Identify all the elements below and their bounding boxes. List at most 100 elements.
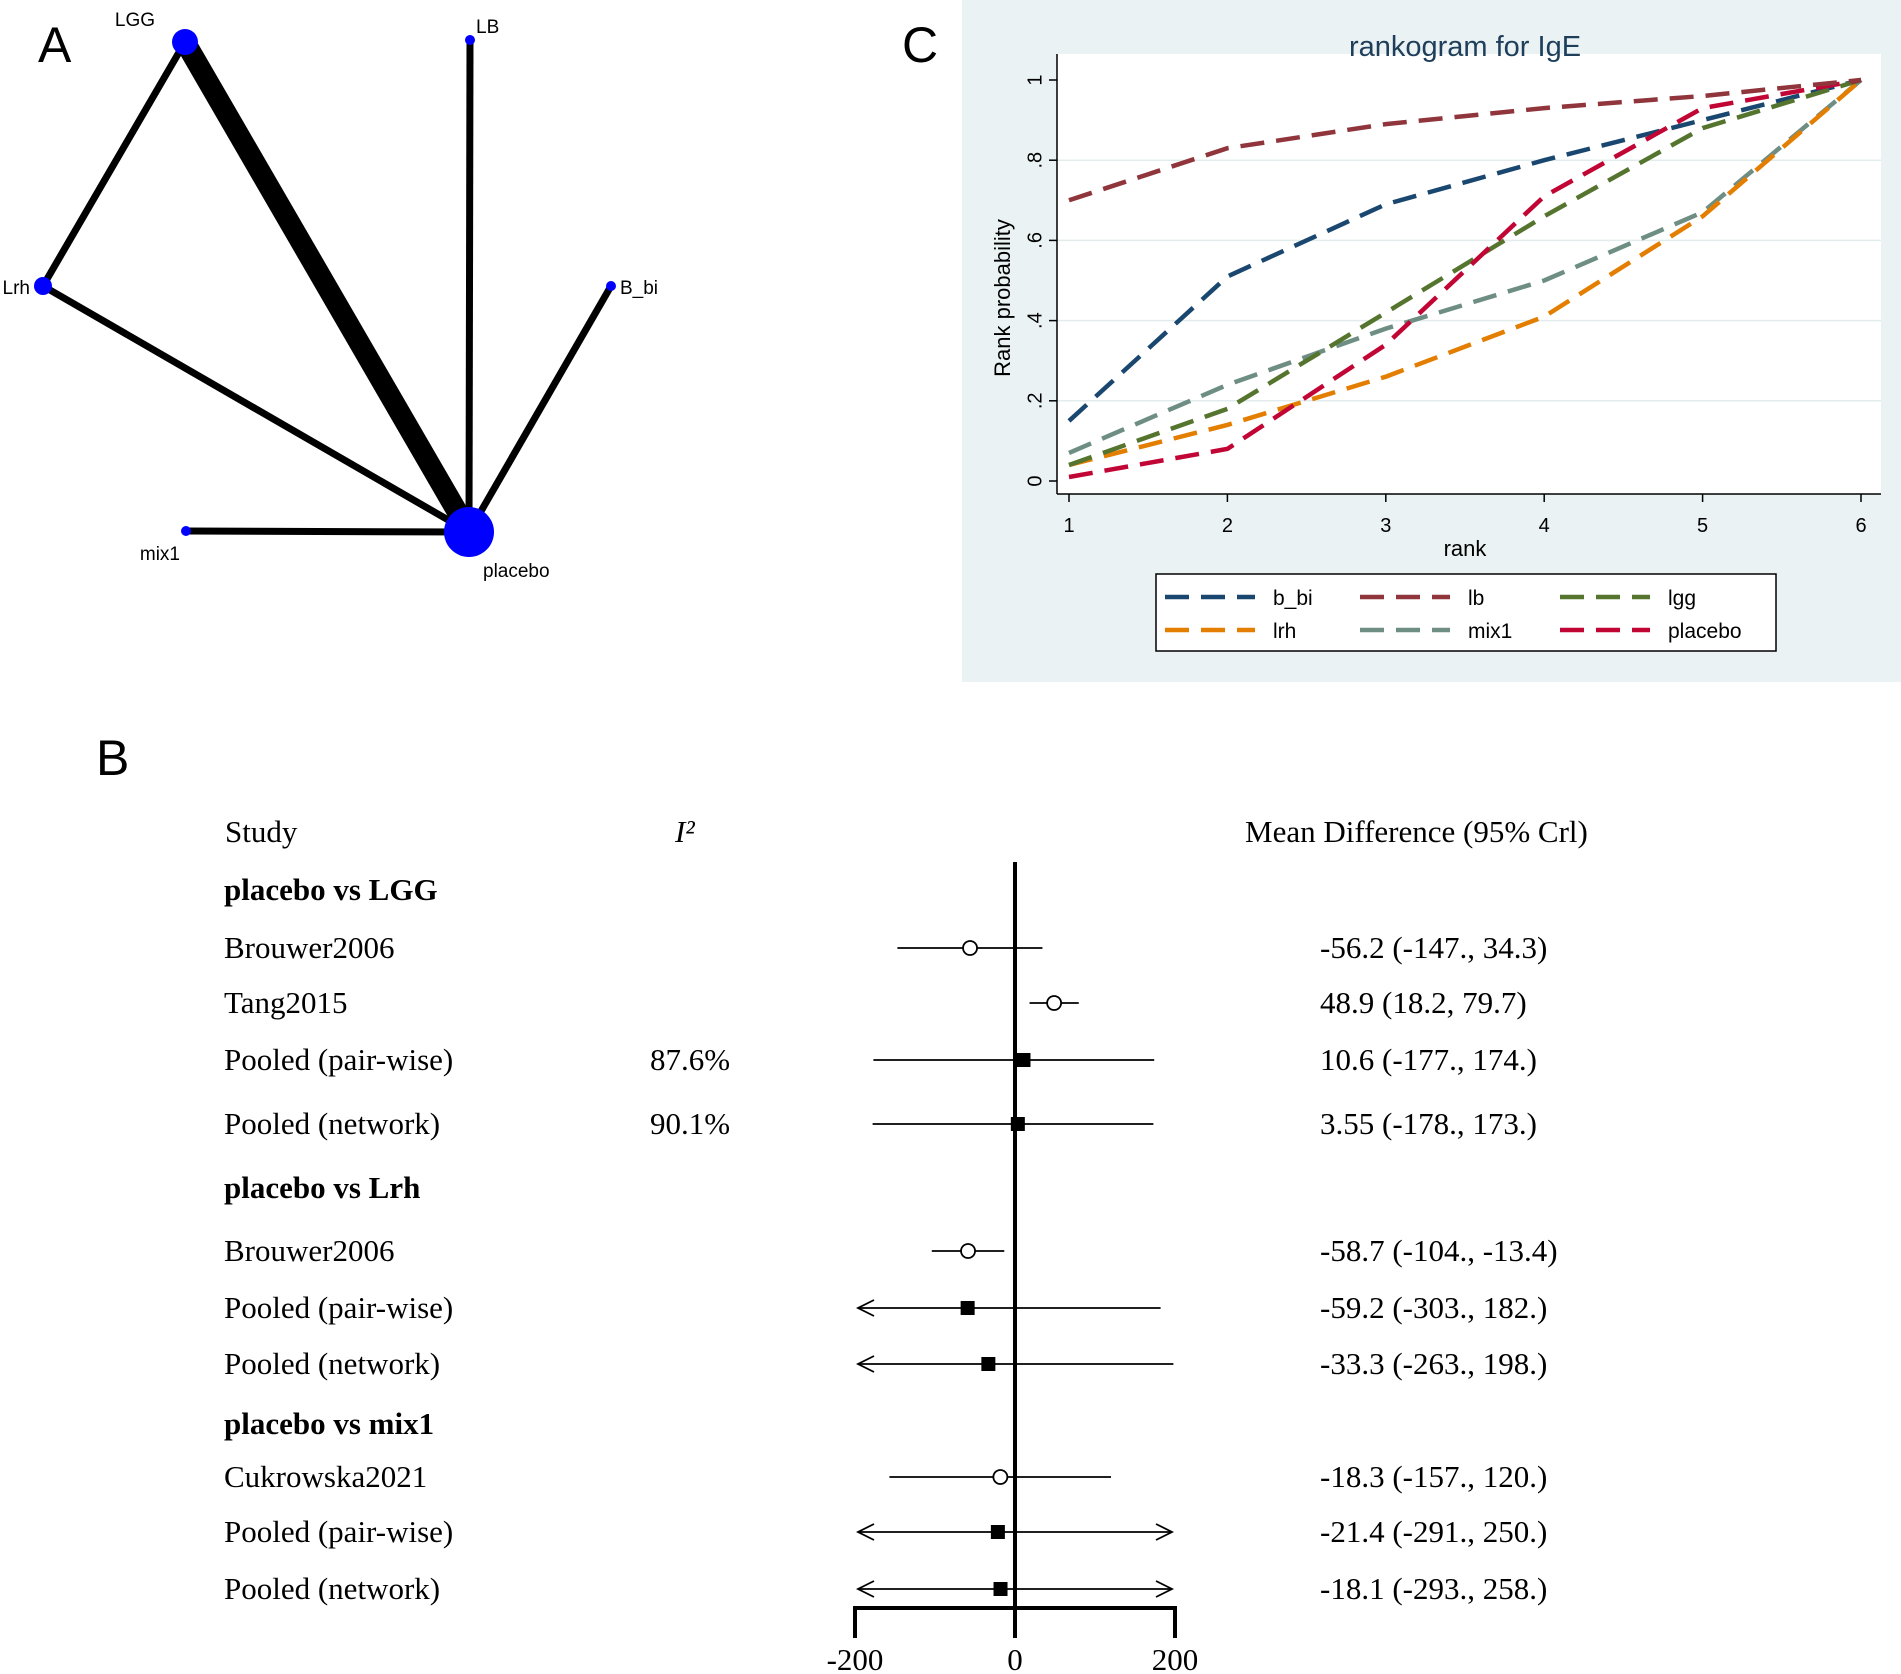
forest-header-md: Mean Difference (95% Crl) bbox=[1245, 814, 1588, 849]
network-node-label-lrh: Lrh bbox=[3, 278, 30, 299]
forest-point-estimate-hollow bbox=[962, 940, 978, 956]
network-edge-lgg-placebo bbox=[175, 36, 479, 538]
forest-ci-arrow-left bbox=[855, 1523, 875, 1541]
network-node-label-placebo: placebo bbox=[483, 561, 550, 582]
rankogram-line-b_bi bbox=[1067, 77, 1862, 423]
network-node-placebo bbox=[444, 507, 494, 557]
forest-study-label: Pooled (pair-wise) bbox=[224, 1290, 453, 1325]
forest-header-i2: I² bbox=[674, 814, 695, 849]
forest-row: Brouwer2006 -56.2 (-147., 34.3) bbox=[224, 930, 1547, 965]
network-node-label-b_bi: B_bi bbox=[620, 278, 658, 299]
forest-row: Pooled (pair-wise) 87.6% 10.6 (-177., 174.… bbox=[224, 1042, 1537, 1077]
forest-ci-arrow-left bbox=[855, 1355, 875, 1373]
forest-ci-arrow-right bbox=[1155, 1523, 1175, 1541]
forest-row: Pooled (network) -18.1 (-293., 258.) bbox=[224, 1571, 1547, 1606]
forest-point-estimate-hollow bbox=[960, 1243, 976, 1259]
rankogram-y-tick-label: .8 bbox=[1024, 152, 1046, 169]
forest-ci-text: -33.3 (-263., 198.) bbox=[1320, 1346, 1547, 1381]
rankogram-chart: rankogram for IgE 0.2.4.6.811 2 3 4 5 6 rank … bbox=[962, 0, 1901, 682]
legend-label-lrh: lrh bbox=[1273, 620, 1296, 643]
forest-x-tick-label: 0 bbox=[1007, 1642, 1023, 1674]
rankogram-y-tick-label: .4 bbox=[1024, 312, 1046, 329]
panel-label-a: A bbox=[38, 17, 72, 73]
forest-study-label: Brouwer2006 bbox=[224, 930, 394, 965]
rankogram-x-tick-label: 4 bbox=[1539, 515, 1550, 537]
forest-ci-arrow-right bbox=[1155, 1580, 1175, 1598]
rankogram-x-tick-label: 3 bbox=[1380, 515, 1391, 537]
rankogram-line-lgg bbox=[1068, 77, 1862, 468]
rankogram-y-tick-label: .2 bbox=[1024, 392, 1046, 409]
network-edges bbox=[39, 36, 615, 538]
network-labels: LGG LB Lrh B_bi mix1 placebo bbox=[3, 10, 659, 582]
network-edge-mix1-placebo bbox=[185, 527, 470, 536]
forest-x-tick-label: 200 bbox=[1152, 1642, 1199, 1674]
forest-group-header: placebo vs Lrh bbox=[224, 1170, 420, 1205]
forest-row: Brouwer2006 -58.7 (-104., -13.4) bbox=[224, 1233, 1558, 1268]
rankogram-x-tick-label: 5 bbox=[1697, 515, 1708, 537]
legend-label-lgg: lgg bbox=[1668, 587, 1696, 610]
forest-group-label: placebo vs mix1 bbox=[224, 1406, 434, 1441]
forest-ci-text: -18.1 (-293., 258.) bbox=[1320, 1571, 1547, 1606]
forest-point-estimate-square bbox=[981, 1357, 996, 1371]
forest-point-estimate-square bbox=[993, 1582, 1008, 1596]
rankogram-y-label: Rank probability bbox=[990, 219, 1015, 377]
forest-group-header: placebo vs mix1 bbox=[224, 1406, 434, 1441]
forest-point-estimate-square bbox=[1010, 1117, 1025, 1131]
legend-label-b_bi: b_bi bbox=[1273, 587, 1313, 610]
rankogram-plot-area bbox=[1057, 54, 1881, 494]
network-plot: LGG LB Lrh B_bi mix1 placebo bbox=[3, 10, 659, 582]
forest-i2-value: 90.1% bbox=[650, 1106, 730, 1141]
panel-label-c: C bbox=[902, 17, 938, 73]
legend-label-placebo: placebo bbox=[1668, 620, 1742, 643]
rankogram-x-tick-label: 2 bbox=[1222, 515, 1233, 537]
forest-row: Tang2015 48.9 (18.2, 79.7) bbox=[224, 985, 1527, 1020]
forest-ci-text: -56.2 (-147., 34.3) bbox=[1320, 930, 1547, 965]
forest-point-estimate-square bbox=[990, 1525, 1005, 1539]
forest-ci-text: 10.6 (-177., 174.) bbox=[1320, 1042, 1537, 1077]
forest-rows: placebo vs LGG Brouwer2006 -56.2 (-147., 3… bbox=[224, 872, 1558, 1606]
forest-ci-arrow-left bbox=[855, 1299, 875, 1317]
rankogram-line-lb bbox=[1068, 77, 1862, 203]
network-node-mix1 bbox=[181, 526, 191, 536]
forest-row: Pooled (network) 90.1% 3.55 (-178., 173.) bbox=[224, 1106, 1537, 1141]
forest-ci-text: -18.3 (-157., 120.) bbox=[1320, 1459, 1547, 1494]
rankogram-y-tick-label: 1 bbox=[1024, 74, 1046, 85]
rankogram-series bbox=[1067, 77, 1863, 480]
forest-ci-text: -58.7 (-104., -13.4) bbox=[1320, 1233, 1558, 1268]
rankogram-line-placebo bbox=[1068, 77, 1862, 480]
network-edge-lb-placebo bbox=[465, 39, 474, 533]
rankogram-legend bbox=[1155, 573, 1777, 652]
forest-point-estimate-hollow bbox=[1046, 995, 1063, 1011]
rankogram-title: rankogram for IgE bbox=[1349, 31, 1581, 63]
legend-label-mix1: mix1 bbox=[1468, 620, 1512, 643]
network-node-lgg bbox=[172, 29, 198, 55]
forest-header-study: Study bbox=[225, 814, 298, 849]
legend-label-lb: lb bbox=[1468, 587, 1484, 610]
forest-study-label: Pooled (pair-wise) bbox=[224, 1042, 453, 1077]
forest-study-label: Brouwer2006 bbox=[224, 1233, 394, 1268]
network-node-label-lgg: LGG bbox=[115, 10, 155, 31]
panel-label-b: B bbox=[96, 730, 129, 786]
forest-study-label: Pooled (network) bbox=[224, 1346, 440, 1381]
forest-ci-text: -21.4 (-291., 250.) bbox=[1320, 1514, 1547, 1549]
forest-group-label: placebo vs LGG bbox=[224, 872, 438, 907]
forest-point-estimate-hollow bbox=[992, 1469, 1009, 1485]
rankogram-x-label: rank bbox=[1444, 536, 1488, 561]
rankogram-line-lrh bbox=[1068, 78, 1863, 468]
forest-axis: -200 0 200 bbox=[827, 862, 1199, 1674]
rankogram-y-tick-label: .6 bbox=[1024, 232, 1046, 249]
network-node-label-mix1: mix1 bbox=[140, 544, 180, 565]
forest-group-header: placebo vs LGG bbox=[224, 872, 438, 907]
forest-study-label: Tang2015 bbox=[224, 985, 348, 1020]
forest-row: Pooled (pair-wise) -21.4 (-291., 250.) bbox=[224, 1514, 1547, 1549]
network-node-b_bi bbox=[606, 281, 616, 291]
forest-ci-text: 3.55 (-178., 173.) bbox=[1320, 1106, 1537, 1141]
rankogram-axes: 0 .2 .4 .6 .8 1 1 2 3 4 5 6 bbox=[1024, 54, 1881, 537]
forest-group-label: placebo vs Lrh bbox=[224, 1170, 420, 1205]
forest-study-label: Cukrowska2021 bbox=[224, 1459, 427, 1494]
network-edge-lrh-placebo bbox=[41, 282, 471, 536]
network-edge-b_bi-placebo bbox=[465, 284, 615, 534]
forest-plot: Study I² Mean Difference (95% Crl) place… bbox=[224, 814, 1588, 1674]
network-nodes bbox=[34, 29, 616, 557]
